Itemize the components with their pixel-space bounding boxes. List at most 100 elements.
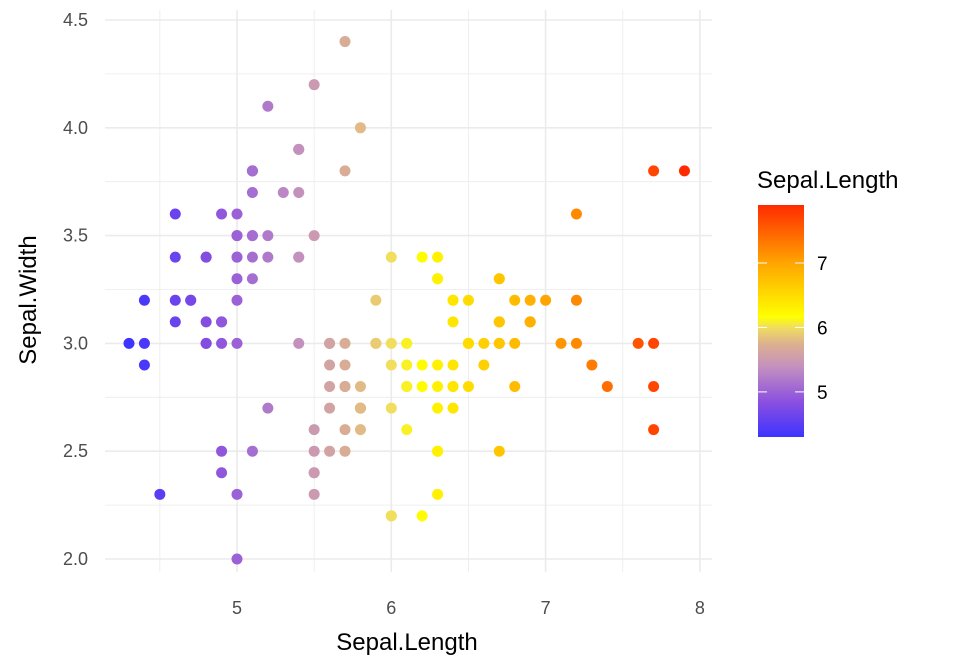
data-point: [200, 251, 212, 263]
data-point: [416, 510, 428, 522]
data-point: [447, 402, 459, 414]
x-axis-ticks: 5 6 7 8: [232, 598, 705, 618]
colorbar-ticks: 5 6 7: [758, 254, 828, 404]
data-point: [324, 359, 336, 371]
data-point: [385, 359, 397, 371]
data-point: [308, 467, 320, 479]
data-point: [401, 381, 413, 393]
data-point: [231, 337, 243, 349]
data-point: [462, 337, 474, 349]
data-point: [509, 381, 521, 393]
x-tick-label: 7: [541, 598, 551, 618]
y-tick-label: 3.0: [63, 333, 88, 353]
data-point: [246, 230, 258, 242]
data-point: [246, 251, 258, 263]
data-point: [447, 294, 459, 306]
data-point: [324, 402, 336, 414]
data-point: [231, 208, 243, 220]
data-point: [308, 79, 320, 91]
data-point: [648, 165, 660, 177]
data-point: [432, 359, 444, 371]
data-point: [262, 402, 274, 414]
data-point: [570, 208, 582, 220]
data-point: [216, 208, 228, 220]
colorbar: [758, 205, 804, 437]
data-point: [185, 294, 197, 306]
data-point: [200, 337, 212, 349]
data-point: [632, 337, 644, 349]
data-point: [231, 251, 243, 263]
data-point: [231, 488, 243, 500]
y-tick-label: 4.0: [63, 118, 88, 138]
data-point: [262, 100, 274, 112]
data-point: [200, 316, 212, 328]
data-point: [308, 488, 320, 500]
data-point: [216, 467, 228, 479]
data-point: [231, 553, 243, 565]
data-point: [138, 337, 150, 349]
data-point: [308, 445, 320, 457]
data-point: [308, 424, 320, 436]
data-point: [231, 230, 243, 242]
data-point: [432, 402, 444, 414]
data-point: [493, 445, 505, 457]
data-point: [354, 424, 366, 436]
x-tick-label: 8: [695, 598, 705, 618]
x-axis-label: Sepal.Length: [336, 629, 477, 656]
data-point: [339, 424, 351, 436]
data-point: [216, 337, 228, 349]
data-point: [216, 316, 228, 328]
data-point: [385, 251, 397, 263]
data-point: [447, 316, 459, 328]
data-point: [293, 143, 305, 155]
data-point: [570, 294, 582, 306]
data-point: [370, 337, 382, 349]
data-point: [432, 488, 444, 500]
data-point: [416, 381, 428, 393]
data-point: [416, 359, 428, 371]
data-point: [385, 402, 397, 414]
points: [123, 36, 690, 565]
data-point: [432, 251, 444, 263]
data-point: [432, 445, 444, 457]
data-point: [354, 122, 366, 134]
x-tick-label: 5: [232, 598, 242, 618]
colorbar-tick-label: 5: [817, 383, 828, 404]
x-tick-label: 6: [386, 598, 396, 618]
data-point: [339, 445, 351, 457]
data-point: [570, 337, 582, 349]
y-axis-label: Sepal.Width: [15, 235, 42, 364]
data-point: [586, 359, 598, 371]
data-point: [324, 337, 336, 349]
data-point: [246, 186, 258, 198]
y-axis-ticks: 2.0 2.5 3.0 3.5 4.0 4.5: [63, 10, 88, 569]
data-point: [231, 294, 243, 306]
data-point: [277, 186, 289, 198]
data-point: [169, 316, 181, 328]
data-point: [246, 165, 258, 177]
data-point: [401, 337, 413, 349]
data-point: [354, 381, 366, 393]
data-point: [339, 381, 351, 393]
data-point: [324, 381, 336, 393]
data-point: [308, 230, 320, 242]
data-point: [339, 359, 351, 371]
data-point: [524, 316, 536, 328]
data-point: [293, 251, 305, 263]
data-point: [262, 230, 274, 242]
data-point: [169, 294, 181, 306]
data-point: [138, 294, 150, 306]
data-point: [509, 337, 521, 349]
data-point: [447, 359, 459, 371]
data-point: [169, 251, 181, 263]
data-point: [462, 381, 474, 393]
data-point: [493, 273, 505, 285]
data-point: [385, 510, 397, 522]
data-point: [324, 445, 336, 457]
data-point: [262, 251, 274, 263]
data-point: [354, 402, 366, 414]
data-point: [478, 359, 490, 371]
data-point: [216, 445, 228, 457]
data-point: [293, 337, 305, 349]
